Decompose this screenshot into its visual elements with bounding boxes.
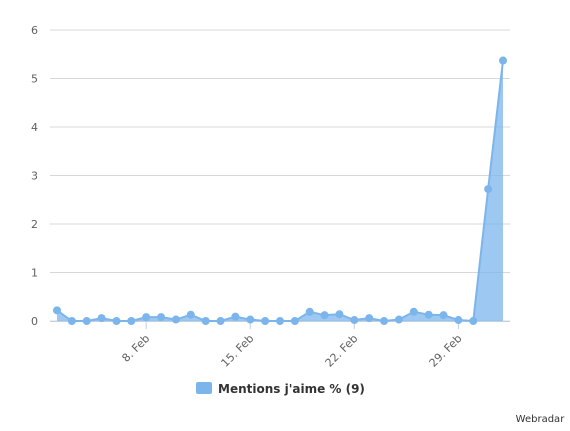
- point: [246, 315, 255, 324]
- y-tick-label: 5: [31, 73, 38, 86]
- point: [305, 307, 314, 316]
- point: [142, 313, 151, 322]
- y-tick-label: 0: [31, 315, 38, 328]
- point: [157, 313, 166, 322]
- point: [499, 56, 507, 65]
- point: [380, 317, 389, 325]
- y-tick-label: 3: [31, 170, 38, 183]
- area: [57, 60, 503, 322]
- point: [201, 317, 210, 325]
- point: [409, 307, 418, 316]
- credit: Webradar: [516, 414, 566, 425]
- legend-swatch: [196, 382, 212, 394]
- point: [186, 310, 195, 319]
- point: [365, 314, 374, 323]
- point: [261, 317, 270, 325]
- y-tick-label: 6: [31, 24, 38, 37]
- point: [53, 306, 61, 315]
- x-tick-label: 22. Feb: [323, 332, 361, 370]
- point: [290, 317, 299, 325]
- point: [97, 314, 106, 323]
- point: [127, 317, 136, 325]
- point: [469, 317, 478, 325]
- y-tick-label: 2: [31, 218, 38, 231]
- point: [171, 315, 180, 324]
- x-tick-label: 15. Feb: [219, 332, 257, 370]
- x-tick-label: 8. Feb: [119, 332, 152, 365]
- x-tick-label: 29. Feb: [427, 332, 465, 370]
- point: [231, 312, 240, 321]
- line: [56, 60, 504, 323]
- legend-label: Mentions j'aime % (9): [218, 382, 365, 396]
- point: [82, 317, 91, 325]
- y-tick-label: 1: [31, 267, 38, 280]
- point: [216, 317, 225, 325]
- point: [454, 316, 463, 325]
- point: [335, 310, 344, 319]
- point: [112, 317, 121, 325]
- point: [320, 311, 329, 320]
- point: [439, 311, 448, 320]
- point: [424, 310, 433, 319]
- point: [484, 185, 493, 194]
- point: [276, 317, 284, 325]
- point: [67, 317, 76, 325]
- y-tick-label: 4: [31, 121, 38, 134]
- point: [394, 315, 403, 324]
- point: [350, 316, 359, 325]
